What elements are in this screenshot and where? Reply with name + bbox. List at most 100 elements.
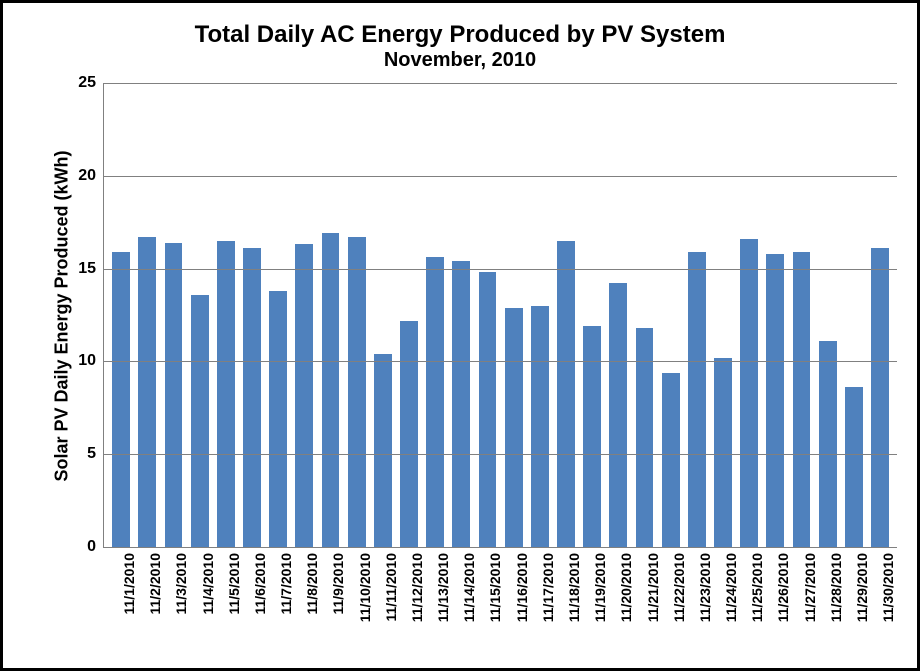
x-tick-label: 11/23/2010	[697, 553, 713, 622]
bar	[374, 354, 392, 547]
bar	[479, 272, 497, 547]
bar	[243, 248, 261, 547]
y-tick-label: 15	[78, 260, 104, 278]
bar-slot	[448, 83, 474, 547]
bar-slot	[239, 83, 265, 547]
x-tick-label: 11/16/2010	[514, 553, 530, 622]
y-tick-label: 5	[87, 445, 104, 463]
bar-slot	[474, 83, 500, 547]
bar-slot	[265, 83, 291, 547]
bar-slot	[788, 83, 814, 547]
bar-slot	[658, 83, 684, 547]
x-tick-label: 11/20/2010	[618, 553, 634, 622]
bar	[557, 241, 575, 547]
x-tick-label: 11/10/2010	[357, 553, 373, 622]
bar-slot	[553, 83, 579, 547]
gridline	[104, 83, 897, 84]
bar-slot	[213, 83, 239, 547]
bar	[819, 341, 837, 547]
bar-slot	[396, 83, 422, 547]
y-tick-label: 0	[87, 538, 104, 556]
bar-slot	[762, 83, 788, 547]
bar	[714, 358, 732, 547]
bar-slot	[344, 83, 370, 547]
x-tick-label: 11/5/2010	[226, 553, 242, 615]
x-tick-label: 11/14/2010	[461, 553, 477, 622]
x-tick-label: 11/8/2010	[304, 553, 320, 615]
y-tick-label: 25	[78, 74, 104, 92]
plot-wrapper: Solar PV Daily Energy Produced (kWh) 11/…	[48, 83, 897, 548]
bar-slot	[160, 83, 186, 547]
chart-title: Total Daily AC Energy Produced by PV Sys…	[17, 21, 903, 49]
bar	[766, 254, 784, 547]
bar-slot	[579, 83, 605, 547]
bar-slot	[631, 83, 657, 547]
bar	[609, 283, 627, 547]
bar-slot	[422, 83, 448, 547]
x-tick-label: 11/18/2010	[566, 553, 582, 622]
bar	[505, 308, 523, 547]
bar-slot	[841, 83, 867, 547]
x-tick-label: 11/11/2010	[383, 553, 399, 622]
y-axis-label: Solar PV Daily Energy Produced (kWh)	[52, 150, 73, 481]
bar	[531, 306, 549, 547]
bar	[688, 252, 706, 547]
x-tick-label: 11/30/2010	[880, 553, 896, 622]
gridline	[104, 269, 897, 270]
x-tick-label: 11/4/2010	[200, 553, 216, 615]
x-tick-label: 11/19/2010	[592, 553, 608, 622]
x-tick-label: 11/3/2010	[173, 553, 189, 615]
bar	[452, 261, 470, 547]
bar-slot	[291, 83, 317, 547]
gridline	[104, 454, 897, 455]
bar-slot	[815, 83, 841, 547]
x-tick-label: 11/7/2010	[278, 553, 294, 615]
x-tick-label: 11/27/2010	[802, 553, 818, 622]
bar	[845, 387, 863, 547]
x-tick-label: 11/25/2010	[749, 553, 765, 622]
bar	[426, 257, 444, 547]
bar	[112, 252, 130, 547]
bar-slot	[684, 83, 710, 547]
x-tick-label: 11/22/2010	[671, 553, 687, 622]
chart-frame: Total Daily AC Energy Produced by PV Sys…	[0, 0, 920, 671]
y-tick-label: 20	[78, 167, 104, 185]
x-tick-label: 11/21/2010	[645, 553, 661, 622]
x-tick-label: 11/15/2010	[487, 553, 503, 622]
bar	[740, 239, 758, 547]
bar-slot	[867, 83, 893, 547]
y-tick-label: 10	[78, 352, 104, 370]
bar-slot	[370, 83, 396, 547]
x-tick-label: 11/26/2010	[775, 553, 791, 622]
x-tick-label: 11/1/2010	[121, 553, 137, 615]
bar-slot	[108, 83, 134, 547]
bar	[400, 321, 418, 547]
x-tick-label: 11/17/2010	[540, 553, 556, 622]
x-tick-label: 11/28/2010	[828, 553, 844, 622]
bar	[348, 237, 366, 547]
x-tick-label: 11/9/2010	[330, 553, 346, 615]
x-tick-label: 11/29/2010	[854, 553, 870, 622]
bar-slot	[605, 83, 631, 547]
x-tick-label: 11/2/2010	[147, 553, 163, 615]
bars-container	[104, 83, 897, 547]
bar-slot	[134, 83, 160, 547]
gridline	[104, 176, 897, 177]
bar	[165, 243, 183, 547]
bar	[322, 233, 340, 547]
bar	[138, 237, 156, 547]
bar	[583, 326, 601, 547]
bar-slot	[736, 83, 762, 547]
bar	[269, 291, 287, 547]
bar	[191, 295, 209, 547]
bar	[793, 252, 811, 547]
bar-slot	[527, 83, 553, 547]
bar	[295, 244, 313, 547]
bar	[217, 241, 235, 547]
bar-slot	[317, 83, 343, 547]
plot-area: 11/1/201011/2/201011/3/201011/4/201011/5…	[103, 83, 897, 548]
bar	[662, 373, 680, 547]
chart-subtitle: November, 2010	[17, 49, 903, 72]
bar	[871, 248, 889, 547]
x-tick-label: 11/12/2010	[409, 553, 425, 622]
